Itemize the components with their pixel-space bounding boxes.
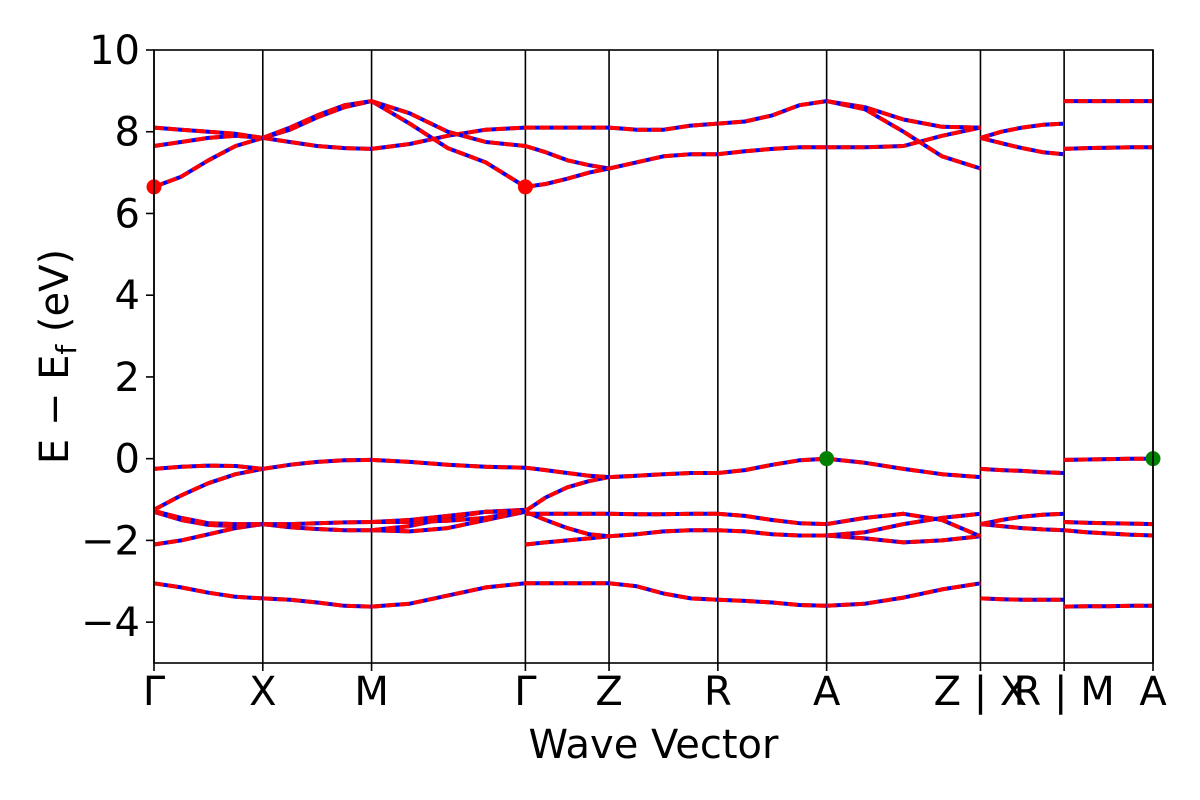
band-line-dashed bbox=[717, 597, 827, 608]
plot-frame bbox=[153, 49, 1154, 664]
band-line-dashed bbox=[371, 509, 526, 524]
y-tick-label: 4 bbox=[115, 273, 140, 319]
y-tick-label: −2 bbox=[81, 518, 140, 564]
band-line-dashed bbox=[826, 99, 982, 171]
x-tick-label: X bbox=[249, 669, 276, 715]
band-line-dashed bbox=[524, 475, 610, 513]
x-tick-label: Γ bbox=[143, 669, 166, 715]
band-line-dashed bbox=[980, 135, 1065, 157]
band-line-dashed bbox=[826, 511, 982, 539]
band-line-dashed bbox=[1064, 520, 1154, 527]
y-axis-ticks: −4 −2 0 2 4 6 8 10 bbox=[81, 28, 154, 646]
x-tick-label: Γ bbox=[514, 669, 537, 715]
band-line-dashed bbox=[262, 99, 372, 140]
band-line-dashed bbox=[1063, 528, 1154, 538]
band-extremum-marker bbox=[819, 451, 835, 467]
band-line-dashed bbox=[153, 466, 264, 512]
band-line-dashed bbox=[371, 457, 526, 470]
band-line-dashed bbox=[717, 528, 827, 538]
band-line-dashed bbox=[371, 125, 526, 151]
band-line-solid bbox=[717, 99, 827, 126]
band-line-dashed bbox=[1064, 603, 1153, 609]
band-line-dashed bbox=[979, 121, 1065, 140]
band-line-solid bbox=[524, 475, 610, 513]
band-line-dashed bbox=[371, 581, 526, 609]
x-tick-label: M bbox=[354, 669, 389, 715]
band-line-dashed bbox=[262, 596, 372, 609]
band-line-dashed bbox=[609, 471, 718, 480]
band-line-dashed bbox=[153, 125, 264, 140]
extrema-markers bbox=[146, 179, 1161, 467]
band-line-dashed bbox=[980, 511, 1065, 527]
band-line-dashed bbox=[370, 99, 527, 189]
x-tick-label: A bbox=[813, 669, 841, 715]
band-lines bbox=[153, 99, 1154, 609]
y-tick-label: 0 bbox=[115, 437, 140, 483]
band-line-dashed bbox=[608, 121, 718, 132]
x-axis-label: Wave Vector bbox=[529, 722, 780, 768]
band-line-dashed bbox=[826, 125, 981, 150]
x-tick-label: Z bbox=[595, 669, 622, 715]
band-line-dashed bbox=[826, 99, 981, 130]
y-axis-label-subscript: f bbox=[50, 344, 83, 355]
band-line-dashed bbox=[153, 509, 263, 527]
band-line-solid bbox=[153, 466, 264, 512]
x-tick-label: R | M bbox=[1014, 669, 1115, 715]
band-line-dashed bbox=[153, 581, 263, 601]
y-axis-label: E − Ef (eV) bbox=[32, 249, 83, 464]
band-line-dashed bbox=[717, 99, 827, 126]
band-line-dashed bbox=[1064, 145, 1153, 151]
y-tick-label: 6 bbox=[115, 191, 140, 237]
y-tick-label: 2 bbox=[115, 355, 140, 401]
band-line-dashed bbox=[608, 152, 718, 171]
band-line-dashed bbox=[524, 144, 610, 171]
y-tick-label: 8 bbox=[115, 110, 140, 156]
band-line-dashed bbox=[525, 534, 610, 547]
band-line-dashed bbox=[525, 465, 610, 480]
band-line-dashed bbox=[525, 166, 610, 189]
band-line-dashed bbox=[980, 522, 1065, 533]
band-line-dashed bbox=[826, 533, 981, 545]
band-line-dashed bbox=[524, 509, 610, 539]
x-tick-label: A bbox=[1139, 669, 1167, 715]
y-axis-label-unit: (eV) bbox=[32, 249, 78, 345]
band-line-dashed bbox=[371, 509, 526, 524]
band-line-dashed bbox=[826, 511, 981, 538]
band-line-dashed bbox=[370, 99, 526, 148]
band-line-dashed bbox=[153, 135, 264, 189]
x-tick-label: R bbox=[704, 669, 732, 715]
band-line-dashed bbox=[980, 466, 1065, 475]
band-line-dashed bbox=[608, 528, 718, 539]
band-line-dashed bbox=[717, 456, 827, 475]
band-line-dashed bbox=[262, 135, 372, 151]
band-extremum-marker bbox=[517, 179, 533, 195]
y-tick-label: −4 bbox=[81, 600, 140, 646]
band-line-dashed bbox=[826, 581, 981, 608]
band-line-dashed bbox=[826, 456, 981, 480]
x-tick-label: Z | X bbox=[934, 669, 1028, 715]
x-axis-ticks: Γ X M Γ Z R A Z | XR | M A bbox=[143, 663, 1167, 715]
band-line-dashed bbox=[608, 581, 718, 602]
band-line-solid bbox=[370, 99, 526, 148]
band-line-dashed bbox=[980, 596, 1065, 602]
y-tick-label: 10 bbox=[89, 28, 140, 74]
band-line-dashed bbox=[262, 522, 372, 533]
band-line-dashed bbox=[717, 511, 827, 527]
band-line-dashed bbox=[262, 457, 372, 471]
band-line-dashed bbox=[1064, 456, 1153, 462]
band-line-solid bbox=[826, 99, 982, 171]
band-line-dashed bbox=[153, 463, 264, 471]
band-line-dashed bbox=[262, 520, 372, 527]
band-line-dashed bbox=[717, 145, 827, 157]
